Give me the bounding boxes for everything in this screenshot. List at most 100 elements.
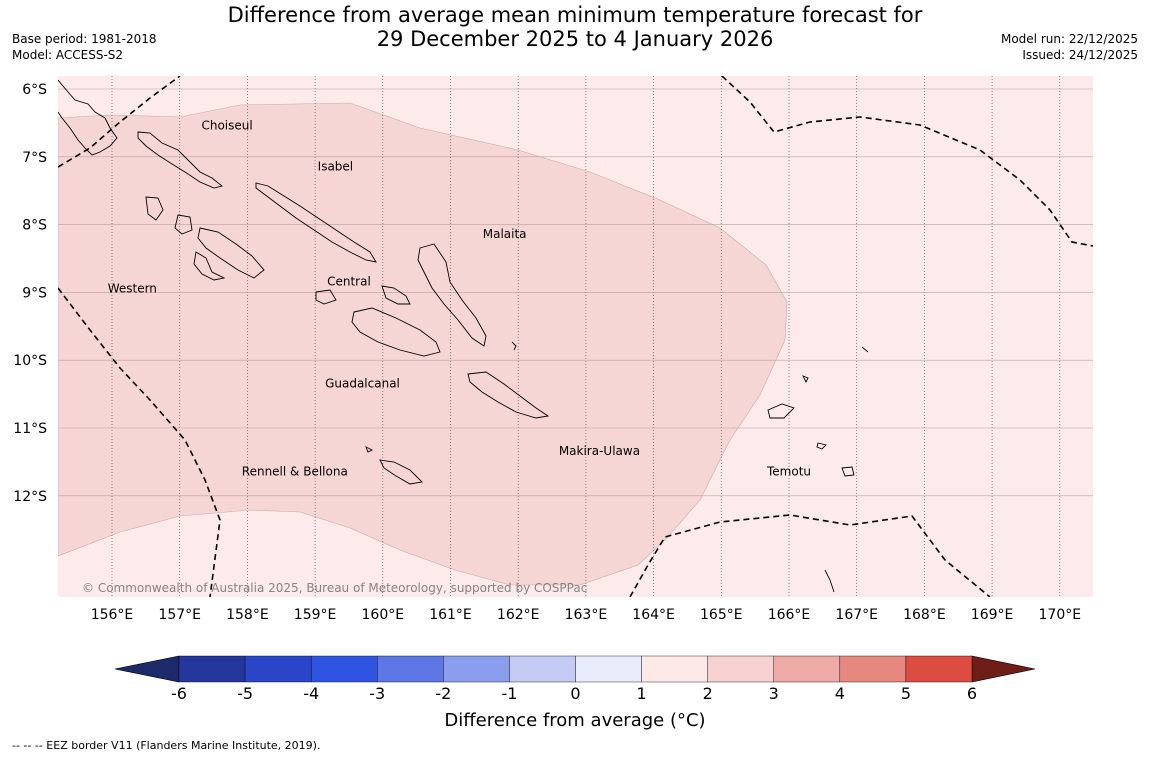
island-isabel — [255, 182, 377, 263]
colorbar-swatch — [905, 655, 973, 683]
island-vella — [145, 196, 164, 221]
longitude-label: 156°E — [91, 607, 134, 623]
colorbar-tick-label: 0 — [570, 684, 580, 700]
colorbar-swatch — [839, 655, 907, 683]
island-santacruz — [767, 403, 795, 419]
map-title: Difference from average mean minimum tem… — [0, 3, 1150, 51]
eez-borders — [58, 76, 1093, 597]
graticule — [58, 76, 1093, 597]
latitude-label: 10°S — [13, 353, 47, 369]
island-small-3 — [824, 569, 835, 593]
colorbar: -6 -5 -4 -3 -2 -1 0 1 2 3 4 5 6 — [114, 655, 1036, 700]
colorbar-tick-label: -1 — [501, 684, 517, 700]
colorbar-tick-label: -5 — [237, 684, 253, 700]
colorbar-tick-label: -2 — [435, 684, 451, 700]
colorbar-swatch — [773, 655, 841, 683]
copyright-notice: © Commonwealth of Australia 2025, Bureau… — [82, 581, 587, 595]
colorbar-tick-label: 3 — [769, 684, 779, 700]
colorbar-tick-label: 6 — [967, 684, 977, 700]
colorbar-tick-label: 1 — [636, 684, 646, 700]
island-russell — [381, 285, 411, 305]
island-small-2 — [861, 346, 869, 353]
colorbar-tick-label: -4 — [303, 684, 319, 700]
latitude-label: 9°S — [22, 285, 47, 301]
island-newgeorgia — [174, 214, 193, 235]
colorbar-swatch — [310, 655, 378, 683]
colorbar-swatch — [244, 655, 312, 683]
province-label: Choiseul — [201, 119, 252, 133]
latitude-labels: 6°S 7°S 8°S 9°S 10°S 11°S 12°S — [13, 82, 47, 505]
island-guadalcanal — [351, 307, 441, 357]
latitude-label: 11°S — [13, 421, 47, 437]
longitude-label: 160°E — [362, 607, 405, 623]
latitude-label: 12°S — [13, 489, 47, 505]
colorbar-tick-label: -6 — [171, 684, 187, 700]
island-rendova — [193, 251, 226, 281]
meta-right: Model run: 22/12/2025 Issued: 24/12/2025 — [1001, 31, 1138, 63]
longitude-label: 161°E — [429, 607, 472, 623]
province-label: Isabel — [318, 159, 353, 173]
eez-border-north — [58, 76, 181, 168]
colorbar-swatch — [443, 655, 510, 683]
colorbar-tick-label: 5 — [901, 684, 911, 700]
issued-date: Issued: 24/12/2025 — [1022, 48, 1138, 62]
province-label: Rennell & Bellona — [242, 464, 348, 478]
colorbar-tick-label: 2 — [703, 684, 713, 700]
island-florida — [315, 289, 337, 305]
colorbar-swatch — [178, 655, 246, 683]
model-run: Model run: 22/12/2025 — [1000, 32, 1138, 46]
province-labels: Choiseul Isabel Malaita Central Western Guada… — [108, 119, 811, 479]
longitude-label: 166°E — [768, 607, 811, 623]
island-small-4 — [511, 341, 517, 351]
island-bougainville — [58, 79, 118, 156]
longitude-labels: 156°E 157°E 158°E 159°E 160°E 161°E 162°E 163°E… — [91, 607, 1081, 623]
island-malaita — [417, 243, 487, 347]
colorbar-swatch — [641, 655, 708, 683]
anomaly-region — [58, 102, 788, 586]
colorbar-swatch — [707, 655, 774, 683]
longitude-label: 169°E — [971, 607, 1014, 623]
meta-left: Base period: 1981-2018 Model: ACCESS-S2 — [12, 31, 157, 63]
longitude-label: 159°E — [294, 607, 337, 623]
model-name: Model: ACCESS-S2 — [12, 48, 124, 62]
island-utupua — [816, 442, 827, 450]
island-small-1 — [802, 375, 809, 384]
longitude-label: 167°E — [835, 607, 878, 623]
island-choiseul — [137, 131, 223, 189]
longitude-label: 157°E — [158, 607, 201, 623]
longitude-label: 165°E — [700, 607, 743, 623]
eez-legend-footer: -- -- -- EEZ border V11 (Flanders Marine… — [12, 739, 321, 752]
colorbar-title: Difference from average (°C) — [444, 710, 706, 731]
province-label: Makira-Ulawa — [559, 444, 640, 458]
colorbar-over-arrow — [971, 655, 1036, 683]
latitude-label: 6°S — [22, 82, 47, 98]
eez-border-west — [58, 287, 221, 597]
longitude-label: 163°E — [565, 607, 608, 623]
longitude-label: 162°E — [497, 607, 540, 623]
map-title-line1: Difference from average mean minimum tem… — [227, 3, 923, 27]
longitude-label: 170°E — [1039, 607, 1082, 623]
island-rennell — [379, 459, 423, 485]
map-figure: 6°S 7°S 8°S 9°S 10°S 11°S 12°S 156°E 157°E 158°E… — [13, 76, 1093, 700]
colorbar-tick-label: -3 — [369, 684, 385, 700]
province-label: Central — [327, 275, 371, 289]
longitude-label: 168°E — [903, 607, 946, 623]
colorbar-swatch — [575, 655, 642, 683]
island-makira — [467, 371, 550, 419]
latitude-label: 7°S — [22, 150, 47, 166]
province-label: Western — [108, 281, 157, 295]
colorbar-tick-label: 4 — [835, 684, 845, 700]
island-outlines — [58, 79, 869, 593]
latitude-label: 8°S — [22, 218, 47, 234]
map-title-line2: 29 December 2025 to 4 January 2026 — [376, 27, 774, 51]
province-label: Guadalcanal — [325, 376, 400, 390]
island-bellona — [365, 446, 374, 453]
province-label: Temotu — [766, 464, 811, 478]
colorbar-under-arrow — [114, 655, 180, 683]
province-label: Malaita — [483, 227, 527, 241]
colorbar-swatch — [509, 655, 576, 683]
island-kolombangara — [197, 227, 265, 279]
colorbar-swatch — [377, 655, 444, 683]
longitude-label: 164°E — [632, 607, 675, 623]
island-vanikoro — [841, 466, 855, 477]
